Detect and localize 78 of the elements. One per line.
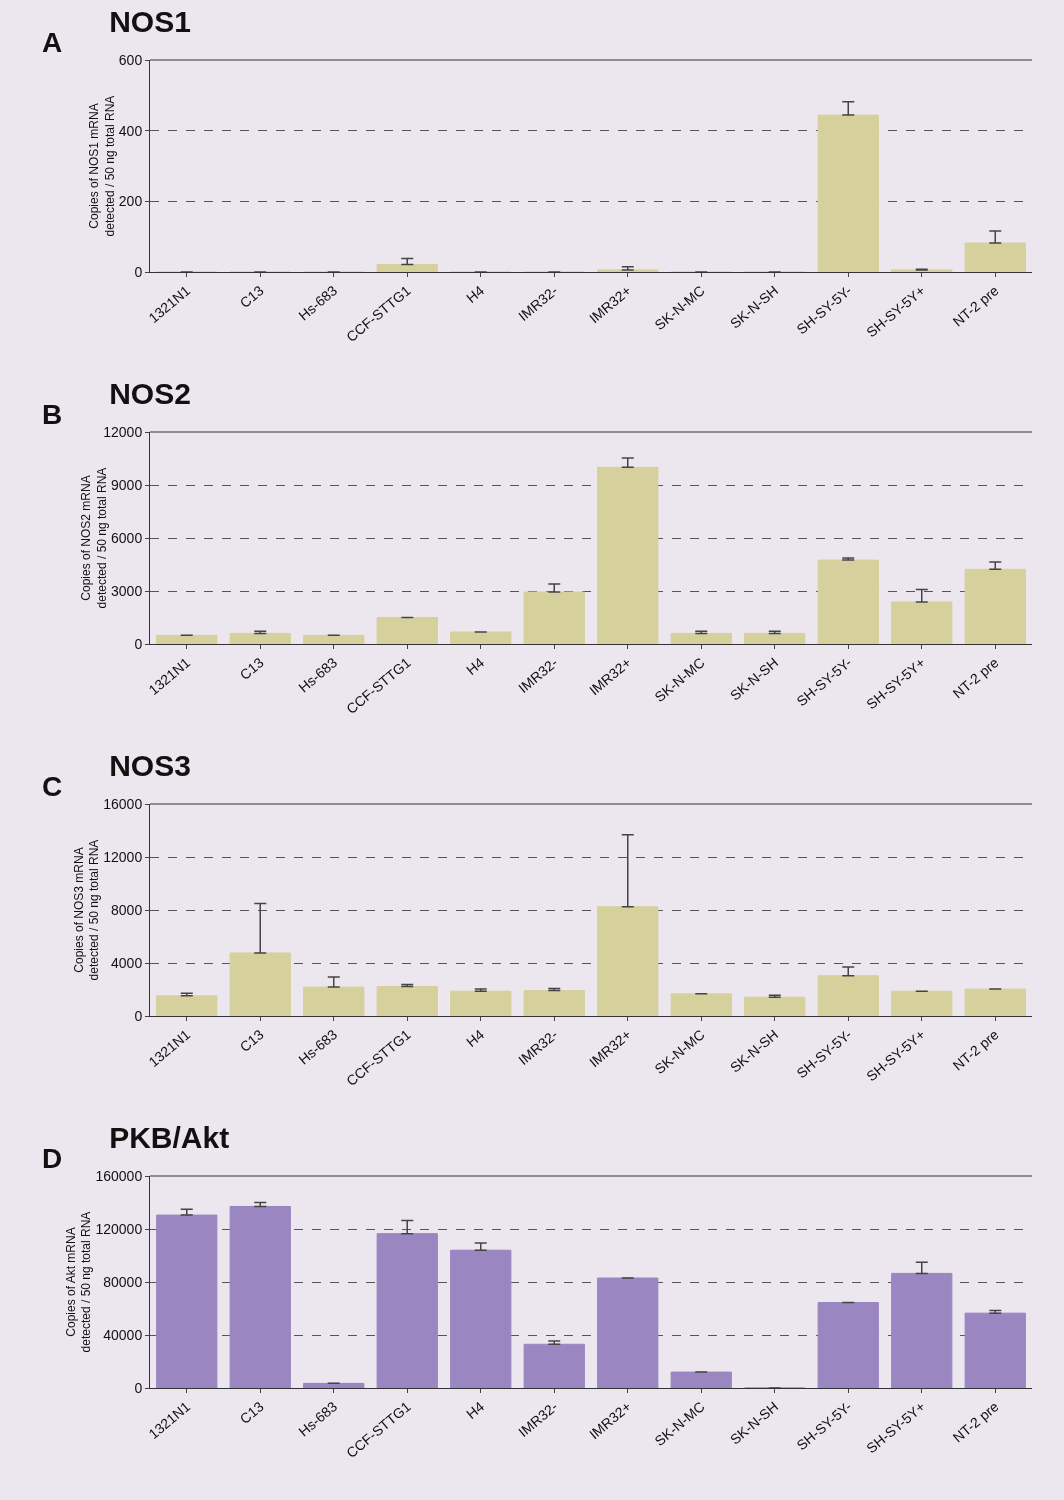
y-tick-label: 400 [118,122,143,139]
bar [597,466,659,644]
chart-title: NOS1 [109,5,191,39]
bar [670,632,732,644]
y-axis-title: Copies of Akt mRNA detected / 50 ng total RNA [63,1211,94,1353]
bar [891,601,953,644]
y-tick-label: 6000 [111,529,143,546]
y-tick-label: 12000 [103,848,143,865]
bar [229,632,291,644]
bar [376,264,438,272]
bar [229,952,291,1016]
x-tick-label: C13 [236,282,267,311]
bar [597,906,659,1016]
bar [523,990,585,1016]
y-tick-label: 16000 [103,795,143,812]
x-tick-label: H4 [463,1026,488,1050]
x-tick-label: H4 [463,654,488,678]
bar [964,1312,1026,1388]
bar [817,114,879,272]
y-tick-label: 0 [134,1007,143,1024]
text: D [42,1143,63,1174]
bar [376,1233,438,1388]
text: B [42,399,63,430]
bar [597,1277,659,1388]
x-tick-label: C13 [236,1026,267,1055]
y-tick-label: 80000 [103,1273,143,1290]
y-axis-title: Copies of NOS3 mRNA detected / 50 ng total RNA [71,839,102,981]
x-tick-label: C13 [236,654,267,683]
y-tick-label: 120000 [95,1220,143,1237]
bar [156,995,218,1016]
x-tick-label: H4 [463,282,488,306]
bar [891,269,953,272]
bar [450,631,512,644]
text: C [42,771,63,802]
x-tick-label: H4 [463,1398,488,1422]
bar [670,1371,732,1388]
bar [891,990,953,1016]
bar [450,1249,512,1388]
bar [450,990,512,1016]
text: A [42,27,63,58]
y-tick-label: 4000 [111,954,143,971]
y-tick-label: 3000 [111,582,143,599]
y-tick-label: 0 [134,263,143,280]
y-tick-label: 9000 [111,476,143,493]
y-axis-title: Copies of NOS1 mRNA detected / 50 ng total RNA [87,95,117,237]
bar [817,975,879,1016]
bar [376,985,438,1016]
bar [670,993,732,1016]
bar [523,1343,585,1388]
bar [156,634,218,644]
x-tick-label: C13 [236,1398,267,1427]
bar [964,988,1026,1016]
bar [303,634,365,644]
bar [303,1382,365,1388]
chart-title: NOS3 [109,749,191,783]
y-tick-label: 0 [134,1379,143,1396]
bar [523,591,585,644]
y-axis-title: Copies of NOS2 mRNA detected / 50 ng total RNA [79,467,110,609]
bar [964,242,1026,272]
bar [156,1214,218,1388]
y-tick-label: 8000 [111,901,143,918]
bar [817,559,879,644]
y-tick-label: 600 [118,51,143,68]
bar [229,1205,291,1388]
y-tick-label: 12000 [103,423,143,440]
y-tick-label: 40000 [103,1326,143,1343]
bar [964,568,1026,644]
y-tick-label: 160000 [95,1167,143,1184]
y-tick-label: 200 [118,193,143,210]
bar [303,986,365,1016]
bar [744,996,806,1016]
bar [817,1302,879,1388]
bar [376,617,438,644]
bar [891,1272,953,1388]
chart-title: NOS2 [109,377,191,411]
chart-title: PKB/Akt [109,1121,230,1155]
y-tick-label: 0 [134,635,143,652]
bar [744,632,806,644]
